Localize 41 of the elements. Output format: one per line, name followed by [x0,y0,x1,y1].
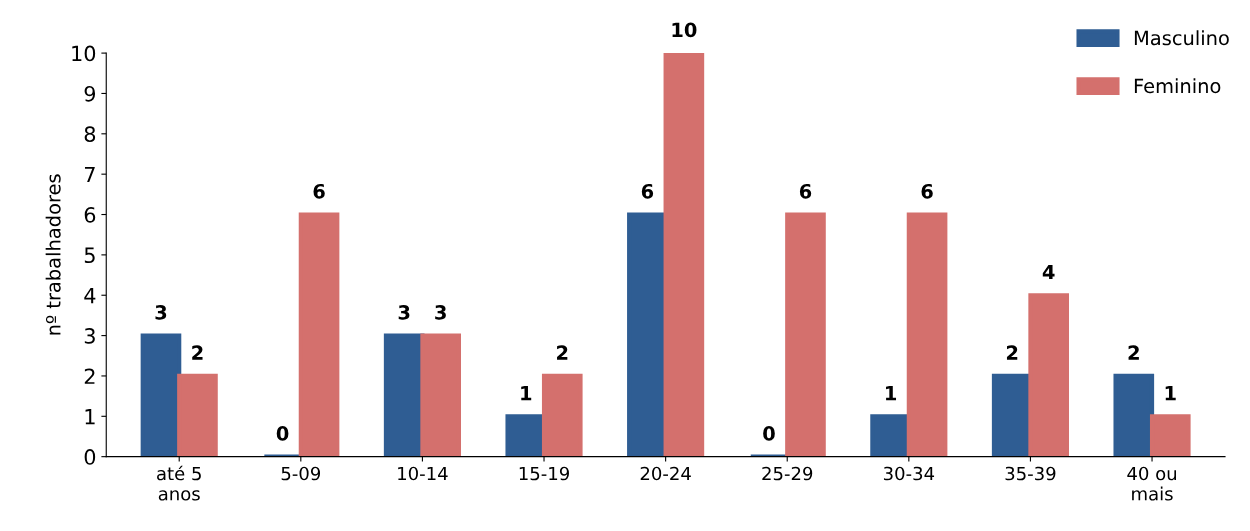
data-label: 1 [886,385,897,401]
data-label: 4 [1042,264,1055,280]
x-tick-label: 25-29 [762,466,813,481]
data-label: 1 [521,385,532,401]
y-tick-label: 2 [84,368,95,384]
data-label: 6 [313,183,325,199]
y-tick-label: 1 [85,409,95,425]
data-label: 2 [1006,345,1018,360]
legend-label: Masculino [1134,30,1229,46]
x-tick-label: 30-34 [883,466,935,481]
data-label: 6 [921,183,933,199]
data-label: 3 [398,305,410,320]
x-tick-label: 35-39 [1005,466,1056,481]
x-tick-label: até 5 anos [157,465,201,501]
data-label: 6 [799,183,812,199]
data-label: 3 [435,305,446,320]
x-tick-label: 40 ou mais [1127,466,1176,501]
y-tick-label: 0 [84,449,96,465]
x-tick-label: 15-19 [519,466,569,481]
x-tick-label: 5-09 [281,466,321,481]
y-tick-label: 9 [84,85,96,102]
y-tick-label: 7 [84,166,95,183]
data-label: 0 [763,426,775,441]
y-tick-label: 3 [84,328,95,344]
data-label: 6 [641,183,654,199]
x-tick-label: 10-14 [398,466,448,481]
data-label: 1 [1165,385,1176,401]
legend-label: Feminino [1134,78,1221,94]
data-label: 3 [155,305,167,320]
y-axis-title: nº trabalhadores [45,174,61,335]
data-label: 2 [1128,345,1139,360]
data-label: 2 [192,345,203,360]
y-tick-label: 8 [84,126,96,143]
data-label: 0 [276,426,289,441]
y-tick-label: 5 [84,247,95,264]
y-tick-label: 10 [72,45,96,62]
data-label: 2 [557,345,568,360]
x-tick-label: 20-24 [640,466,691,481]
y-tick-label: 4 [84,287,96,304]
y-tick-label: 6 [84,206,96,223]
data-label: 10 [672,22,697,38]
